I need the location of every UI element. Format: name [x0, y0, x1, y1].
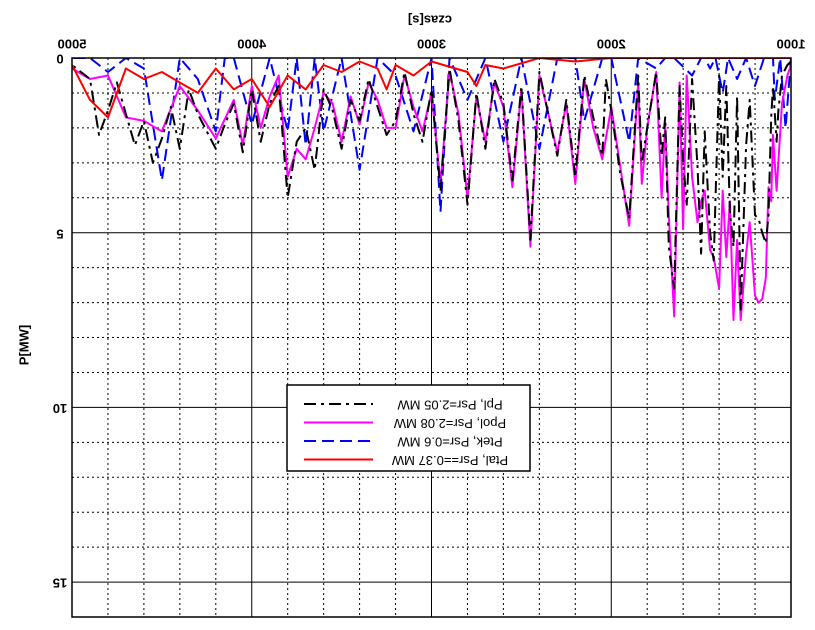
y-axis-title: P[MW] [16, 325, 31, 365]
series-line-3 [72, 58, 791, 213]
legend-label-3: Ptek, Psr=0.6 MW [397, 435, 503, 450]
plot-frame [71, 57, 792, 618]
x-tick-label: 1000 [777, 36, 806, 51]
y-tick-label: 15 [53, 576, 67, 591]
x-tick-label: 5000 [58, 36, 87, 51]
y-tick-label: 10 [53, 401, 67, 416]
x-tick-label: 3000 [417, 36, 446, 51]
series-lines [72, 58, 791, 321]
legend-label-1: Ppl, Psr=2.05 MW [397, 398, 503, 413]
x-tick-label: 4000 [237, 36, 266, 51]
y-tick-label: 0 [56, 52, 63, 67]
legend: Ppl, Psr=2.05 MW Ppol, Psr=2.08 MW Ptek, P… [286, 384, 531, 472]
series-line-4 [72, 58, 791, 119]
series-line-1 [72, 60, 791, 311]
x-tick-label: 2000 [597, 36, 626, 51]
y-tick-label: 5 [56, 226, 63, 241]
x-axis-title: czas[s] [408, 13, 452, 28]
legend-label-2: Ppol, Psr=2.08 MW [393, 416, 506, 431]
grid [72, 58, 791, 617]
legend-box [286, 384, 531, 472]
legend-label-4: Ptal, Psr==0.37 MW [391, 453, 508, 468]
